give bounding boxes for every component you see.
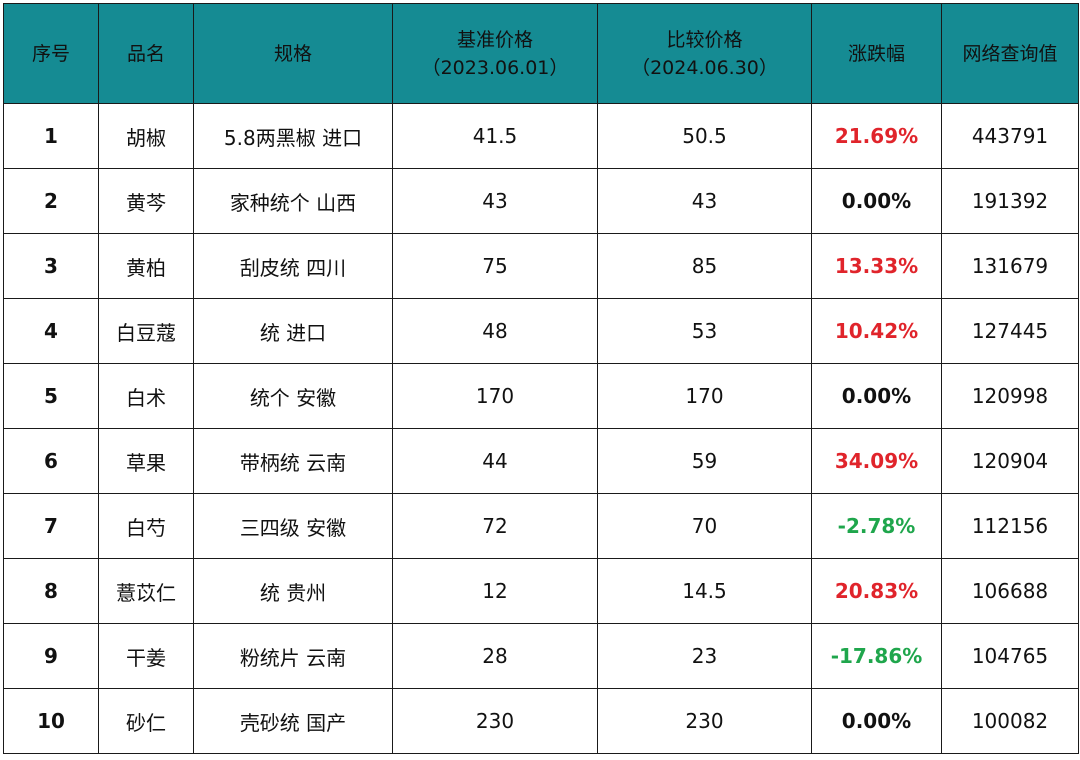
cell-spec: 粉统片 云南 [193,623,393,689]
cell-index: 7 [3,493,99,559]
cell-spec: 统 进口 [193,298,393,364]
cell-base-price: 48 [392,298,598,364]
cell-change: 34.09% [811,428,942,494]
cell-base-price: 41.5 [392,103,598,169]
cell-name: 薏苡仁 [98,558,194,624]
header-spec: 规格 [193,3,393,104]
cell-queries: 112156 [941,493,1079,559]
cell-change: 10.42% [811,298,942,364]
header-compare-price: 比较价格 （2024.06.30） [597,3,812,104]
cell-compare-price: 43 [597,168,812,234]
cell-change: 20.83% [811,558,942,624]
table-row: 6 草果 带柄统 云南 44 59 34.09% 120904 [3,428,1079,494]
cell-spec: 刮皮统 四川 [193,233,393,299]
header-compare-price-label: 比较价格 [666,28,743,51]
cell-base-price: 12 [392,558,598,624]
cell-queries: 106688 [941,558,1079,624]
cell-spec: 5.8两黑椒 进口 [193,103,393,169]
cell-change: 21.69% [811,103,942,169]
cell-base-price: 170 [392,363,598,429]
cell-base-price: 28 [392,623,598,689]
cell-spec: 统 贵州 [193,558,393,624]
cell-queries: 104765 [941,623,1079,689]
cell-compare-price: 170 [597,363,812,429]
cell-spec: 家种统个 山西 [193,168,393,234]
cell-name: 黄柏 [98,233,194,299]
cell-change: 0.00% [811,688,942,754]
header-base-price: 基准价格 （2023.06.01） [392,3,598,104]
table-row: 5 白术 统个 安徽 170 170 0.00% 120998 [3,363,1079,429]
table-row: 10 砂仁 壳砂统 国产 230 230 0.00% 100082 [3,688,1079,754]
cell-compare-price: 59 [597,428,812,494]
cell-name: 砂仁 [98,688,194,754]
cell-name: 白芍 [98,493,194,559]
cell-index: 3 [3,233,99,299]
header-name: 品名 [98,3,194,104]
cell-queries: 120904 [941,428,1079,494]
table-header: 序号 品名 规格 基准价格 （2023.06.01） 比较价格 （2024.06… [3,3,1079,104]
table-row: 3 黄柏 刮皮统 四川 75 85 13.33% 131679 [3,233,1079,299]
cell-name: 黄芩 [98,168,194,234]
cell-compare-price: 23 [597,623,812,689]
header-index: 序号 [3,3,99,104]
cell-index: 9 [3,623,99,689]
cell-index: 2 [3,168,99,234]
header-compare-date: （2024.06.30） [631,56,778,79]
header-row: 序号 品名 规格 基准价格 （2023.06.01） 比较价格 （2024.06… [3,3,1079,104]
header-change: 涨跌幅 [811,3,942,104]
cell-base-price: 230 [392,688,598,754]
cell-queries: 127445 [941,298,1079,364]
cell-base-price: 43 [392,168,598,234]
cell-compare-price: 14.5 [597,558,812,624]
cell-compare-price: 53 [597,298,812,364]
cell-change: -2.78% [811,493,942,559]
cell-index: 5 [3,363,99,429]
cell-name: 胡椒 [98,103,194,169]
table-row: 4 白豆蔻统 进口 48 53 10.42% 127445 [3,298,1079,364]
cell-change: 13.33% [811,233,942,299]
table-row: 7 白芍 三四级 安徽 72 70 -2.78% 112156 [3,493,1079,559]
table-row: 8 薏苡仁统 贵州 12 14.5 20.83% 106688 [3,558,1079,624]
cell-index: 10 [3,688,99,754]
table-row: 9 干姜 粉统片 云南 28 23 -17.86% 104765 [3,623,1079,689]
cell-compare-price: 50.5 [597,103,812,169]
cell-name: 干姜 [98,623,194,689]
table-row: 1 胡椒 5.8两黑椒 进口 41.5 50.5 21.69% 443791 [3,103,1079,169]
table-row: 2 黄芩 家种统个 山西 43 43 0.00% 191392 [3,168,1079,234]
cell-name: 白术 [98,363,194,429]
cell-spec: 带柄统 云南 [193,428,393,494]
cell-compare-price: 70 [597,493,812,559]
cell-spec: 三四级 安徽 [193,493,393,559]
cell-index: 8 [3,558,99,624]
header-base-price-label: 基准价格 [456,28,533,51]
cell-compare-price: 230 [597,688,812,754]
cell-queries: 131679 [941,233,1079,299]
cell-name: 白豆蔻 [98,298,194,364]
cell-queries: 191392 [941,168,1079,234]
header-base-date: （2023.06.01） [421,56,569,79]
cell-queries: 120998 [941,363,1079,429]
table-body: 1 胡椒 5.8两黑椒 进口 41.5 50.5 21.69% 443791 2 黄芩 家种统个 … [3,103,1079,754]
cell-queries: 100082 [941,688,1079,754]
cell-index: 1 [3,103,99,169]
cell-base-price: 44 [392,428,598,494]
cell-change: 0.00% [811,168,942,234]
cell-index: 4 [3,298,99,364]
cell-spec: 壳砂统 国产 [193,688,393,754]
cell-base-price: 75 [392,233,598,299]
cell-change: -17.86% [811,623,942,689]
cell-base-price: 72 [392,493,598,559]
cell-name: 草果 [98,428,194,494]
cell-change: 0.00% [811,363,942,429]
cell-queries: 443791 [941,103,1079,169]
price-comparison-table: 序号 品名 规格 基准价格 （2023.06.01） 比较价格 （2024.06… [3,3,1079,754]
cell-spec: 统个 安徽 [193,363,393,429]
cell-compare-price: 85 [597,233,812,299]
header-queries: 网络查询值 [941,3,1079,104]
cell-index: 6 [3,428,99,494]
